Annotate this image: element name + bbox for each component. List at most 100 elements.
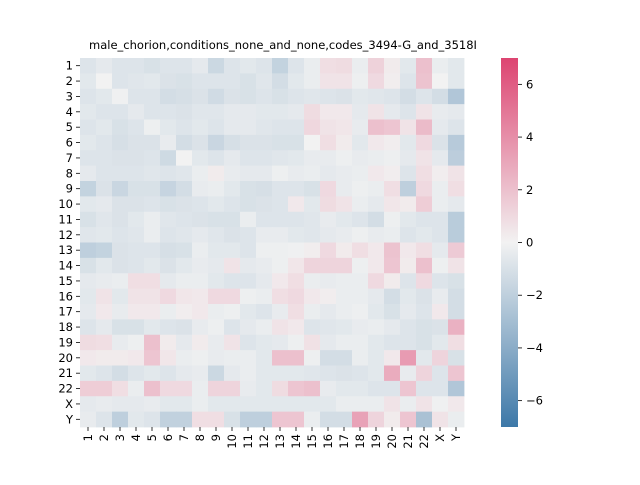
heatmap-cell (448, 119, 465, 136)
colorbar: −6 −4 −2 0 2 4 6 (501, 58, 543, 427)
heatmap-cell (192, 273, 209, 290)
heatmap-cell (368, 411, 385, 428)
heatmap-cell (208, 196, 225, 213)
heatmap-cell (192, 165, 209, 182)
heatmap-cell (384, 227, 401, 243)
heatmap-cell (176, 196, 193, 213)
heatmap-cell (320, 288, 337, 305)
heatmap-cell (272, 334, 289, 351)
heatmap-cell (144, 88, 161, 105)
heatmap-cell (112, 380, 129, 397)
heatmap-cell (128, 396, 145, 413)
heatmap-cell (352, 365, 369, 382)
heatmap-cell (272, 242, 289, 259)
heatmap-cell (448, 196, 465, 213)
heatmap-cell (112, 304, 129, 320)
heatmap-cell (144, 350, 161, 366)
heatmap-cell (144, 288, 161, 305)
heatmap-cell (384, 73, 401, 90)
heatmap-cell (416, 211, 433, 228)
heatmap-cell (368, 134, 385, 151)
heatmap-cell (304, 88, 321, 105)
heatmap-cell (448, 288, 465, 305)
heatmap-cell (176, 350, 193, 366)
heatmap-cell (272, 88, 289, 105)
heatmap-cell (208, 411, 225, 428)
heatmap-cell (320, 211, 337, 228)
heatmap-cell (288, 273, 305, 290)
heatmap-cell (144, 58, 161, 74)
heatmap-cell (176, 88, 193, 105)
heatmap-cell (192, 288, 209, 305)
heatmap-cell (320, 350, 337, 366)
chart-title: male_chorion,conditions_none_and_none,co… (89, 38, 477, 52)
heatmap-cell (176, 165, 193, 182)
heatmap-cell (432, 273, 449, 290)
row-tick-label: 9 (66, 182, 73, 196)
heatmap-cell (208, 211, 225, 228)
heatmap-cell (160, 88, 177, 105)
heatmap-cell (400, 334, 417, 351)
heatmap-cell (224, 242, 241, 259)
heatmap-cell (128, 380, 145, 397)
heatmap-cell (336, 88, 353, 105)
heatmap-cell (320, 257, 337, 274)
heatmap-cell (272, 134, 289, 151)
heatmap-cell (96, 411, 113, 428)
heatmap-cell (272, 273, 289, 290)
heatmap-cell (384, 165, 401, 182)
heatmap-cell (192, 196, 209, 213)
heatmap-cell (400, 350, 417, 366)
heatmap-cell (448, 365, 465, 382)
heatmap-cell (208, 257, 225, 274)
heatmap-cell (128, 350, 145, 366)
heatmap-cell (400, 58, 417, 74)
heatmap-cell (336, 380, 353, 397)
row-tick-label: 7 (66, 151, 73, 165)
heatmap-cell (352, 411, 369, 428)
heatmap-cell (128, 334, 145, 351)
heatmap-cell (368, 257, 385, 274)
heatmap-cell (320, 119, 337, 136)
heatmap-cell (112, 73, 129, 90)
heatmap-cell (288, 150, 305, 167)
heatmap-cell (432, 288, 449, 305)
heatmap-cell (80, 134, 97, 151)
heatmap-cell (208, 104, 225, 120)
heatmap-cell (208, 273, 225, 290)
heatmap-cell (432, 304, 449, 320)
heatmap-cell (384, 119, 401, 136)
heatmap-cell (144, 396, 161, 413)
heatmap-cell (160, 411, 177, 428)
heatmap-cell (128, 273, 145, 290)
heatmap-cell (320, 242, 337, 259)
heatmap-cell (336, 181, 353, 197)
heatmap-cell (432, 242, 449, 259)
heatmap-cell (384, 319, 401, 336)
colorbar-tick-label: −4 (526, 341, 543, 355)
heatmap-cell (256, 380, 273, 397)
heatmap-cell (128, 257, 145, 274)
row-tick-label: 14 (58, 259, 73, 273)
heatmap-cell (256, 73, 273, 90)
heatmap-cell (304, 181, 321, 197)
heatmap-cell (240, 257, 257, 274)
heatmap-cell (432, 334, 449, 351)
heatmap-cell (368, 334, 385, 351)
heatmap-cell (352, 334, 369, 351)
heatmap-cell (272, 196, 289, 213)
column-tick-label: 1 (81, 434, 95, 441)
heatmap-cell (112, 396, 129, 413)
row-tick-label: 21 (58, 366, 73, 380)
heatmap-cell (192, 104, 209, 120)
heatmap-cell (144, 150, 161, 167)
heatmap-cell (80, 227, 97, 243)
heatmap-cell (96, 396, 113, 413)
heatmap-cell (240, 273, 257, 290)
heatmap-cell (224, 411, 241, 428)
heatmap-cell (128, 227, 145, 243)
heatmap-cell (176, 380, 193, 397)
heatmap-cell (432, 165, 449, 182)
heatmap-cell (80, 150, 97, 167)
heatmap-cell (416, 196, 433, 213)
